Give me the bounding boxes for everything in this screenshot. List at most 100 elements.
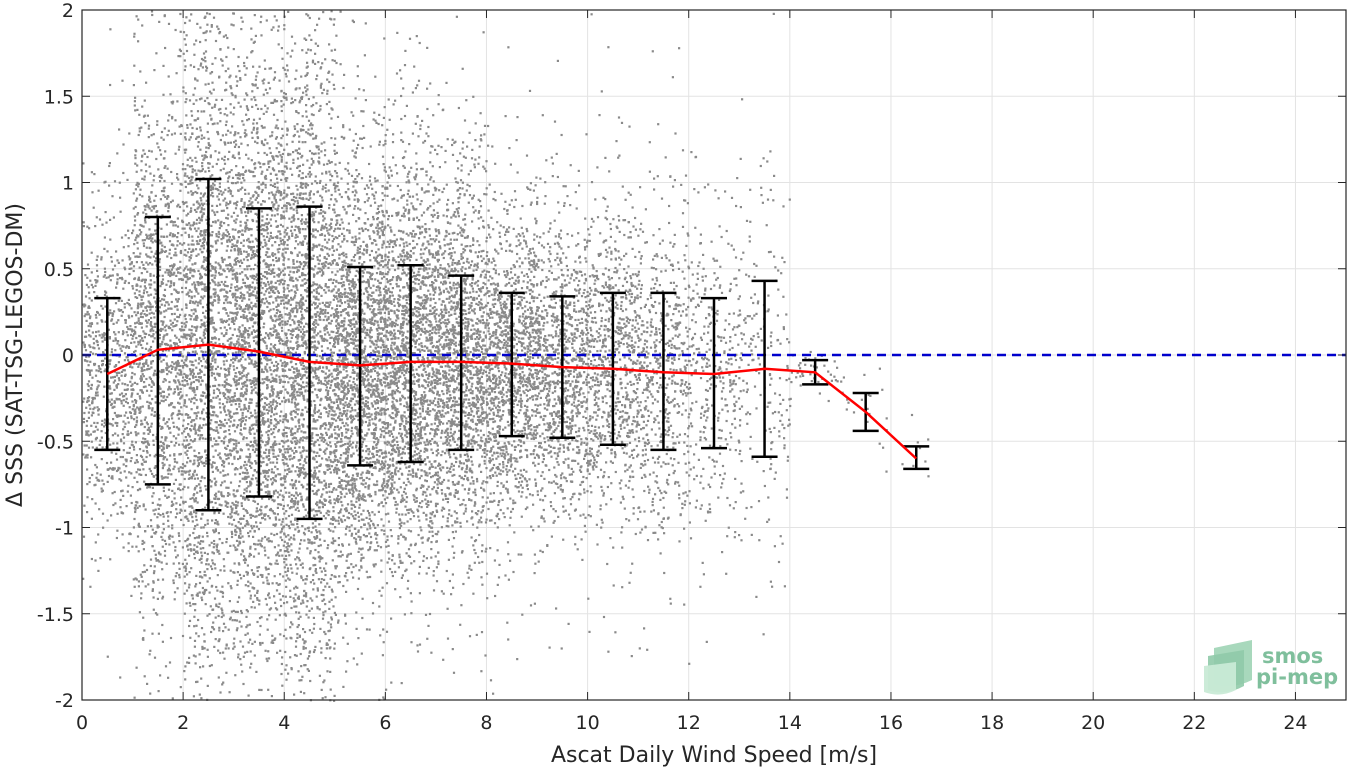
scatter-point — [201, 410, 204, 413]
scatter-point — [280, 90, 283, 93]
scatter-point — [116, 424, 119, 427]
scatter-point — [186, 126, 189, 129]
scatter-point — [138, 290, 141, 293]
scatter-point — [228, 618, 232, 621]
scatter-point — [281, 254, 284, 257]
scatter-point — [171, 367, 174, 370]
scatter-point — [204, 316, 207, 319]
scatter-point — [154, 612, 158, 615]
scatter-point — [248, 264, 251, 268]
scatter-point — [181, 243, 184, 246]
scatter-point — [252, 256, 255, 259]
scatter-point — [228, 433, 231, 436]
scatter-point — [184, 565, 187, 568]
scatter-point — [193, 308, 196, 311]
scatter-point — [137, 302, 140, 305]
scatter-point — [197, 235, 200, 238]
scatter-point — [227, 383, 230, 386]
scatter-point — [173, 460, 177, 463]
scatter-point — [145, 309, 148, 312]
scatter-point — [267, 537, 270, 540]
scatter-point — [187, 191, 190, 194]
scatter-point — [145, 325, 148, 328]
scatter-point — [263, 381, 266, 384]
scatter-point — [245, 276, 249, 279]
scatter-point — [120, 349, 123, 352]
scatter-point — [219, 367, 223, 370]
scatter-point — [196, 117, 199, 120]
scatter-point — [86, 511, 89, 514]
scatter-point — [151, 409, 154, 412]
scatter-point — [145, 361, 148, 364]
scatter-point — [115, 321, 118, 324]
scatter-point — [161, 545, 164, 548]
scatter-point — [283, 189, 286, 192]
scatter-point — [176, 205, 179, 208]
scatter-point — [147, 404, 150, 407]
scatter-point — [120, 511, 123, 515]
scatter-point — [240, 420, 243, 424]
scatter-point — [110, 423, 113, 426]
scatter-point — [191, 274, 194, 277]
scatter-point — [130, 375, 133, 378]
scatter-point — [140, 575, 143, 578]
scatter-point — [96, 310, 99, 314]
scatter-point — [167, 525, 170, 528]
scatter-point — [120, 370, 124, 373]
scatter-point — [125, 460, 128, 463]
scatter-point — [263, 408, 266, 411]
scatter-point — [198, 98, 202, 101]
scatter-point — [275, 360, 278, 364]
scatter-point — [177, 433, 180, 436]
scatter-point — [175, 572, 178, 575]
scatter-point — [170, 133, 174, 136]
scatter-point — [278, 189, 281, 193]
scatter-point — [192, 203, 195, 206]
scatter-point — [111, 274, 114, 277]
scatter-point — [109, 83, 112, 87]
scatter-point — [280, 178, 283, 181]
scatter-point — [110, 376, 113, 379]
scatter-point — [264, 355, 267, 358]
scatter-point — [198, 239, 201, 242]
scatter-point — [198, 534, 201, 538]
scatter-point — [255, 122, 259, 125]
scatter-point — [208, 613, 211, 616]
scatter-point — [119, 210, 122, 213]
scatter-point — [280, 156, 283, 159]
scatter-point — [86, 310, 89, 314]
scatter-point — [132, 229, 135, 232]
scatter-point — [149, 272, 152, 276]
scatter-point — [267, 540, 270, 543]
scatter-point — [197, 462, 200, 465]
scatter-point — [154, 322, 157, 325]
scatter-point — [96, 255, 99, 258]
scatter-point — [101, 333, 104, 336]
scatter-point — [142, 242, 145, 245]
scatter-point — [243, 403, 246, 407]
scatter-point — [194, 300, 197, 303]
scatter-point — [176, 240, 179, 243]
scatter-point — [108, 274, 111, 277]
scatter-point — [195, 218, 199, 221]
scatter-point — [191, 181, 194, 185]
scatter-point — [120, 309, 123, 312]
scatter-point — [137, 18, 140, 21]
scatter-point — [146, 291, 149, 294]
scatter-point — [93, 406, 96, 409]
scatter-point — [163, 298, 166, 301]
scatter-point — [272, 157, 275, 160]
scatter-point — [135, 170, 138, 173]
scatter-point — [255, 405, 258, 408]
scatter-point — [159, 514, 162, 517]
scatter-point — [115, 469, 119, 473]
scatter-point — [211, 209, 214, 212]
scatter-point — [89, 351, 92, 354]
scatter-point — [155, 52, 158, 55]
scatter-point — [248, 407, 251, 410]
scatter-point — [184, 275, 187, 278]
scatter-point — [229, 85, 232, 88]
scatter-point — [184, 436, 187, 439]
scatter-point — [189, 224, 192, 227]
scatter-point — [193, 498, 196, 501]
